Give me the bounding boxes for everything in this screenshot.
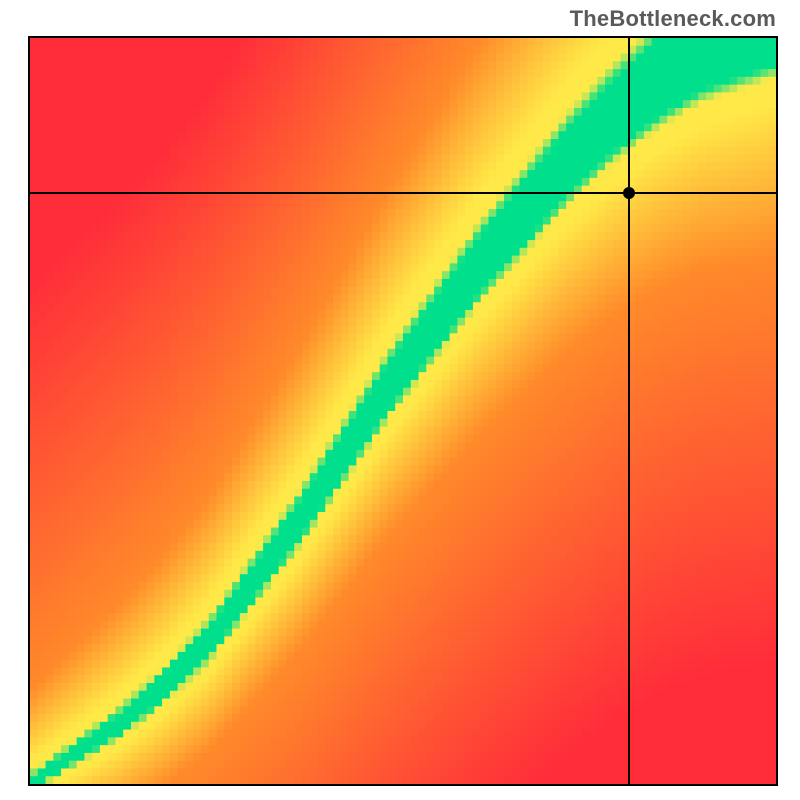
bottleneck-heatmap: [30, 38, 776, 784]
crosshair-marker: [623, 187, 635, 199]
plot-area: [28, 36, 778, 786]
watermark-text: TheBottleneck.com: [570, 6, 776, 32]
crosshair-horizontal: [30, 192, 776, 194]
crosshair-vertical: [628, 38, 630, 784]
